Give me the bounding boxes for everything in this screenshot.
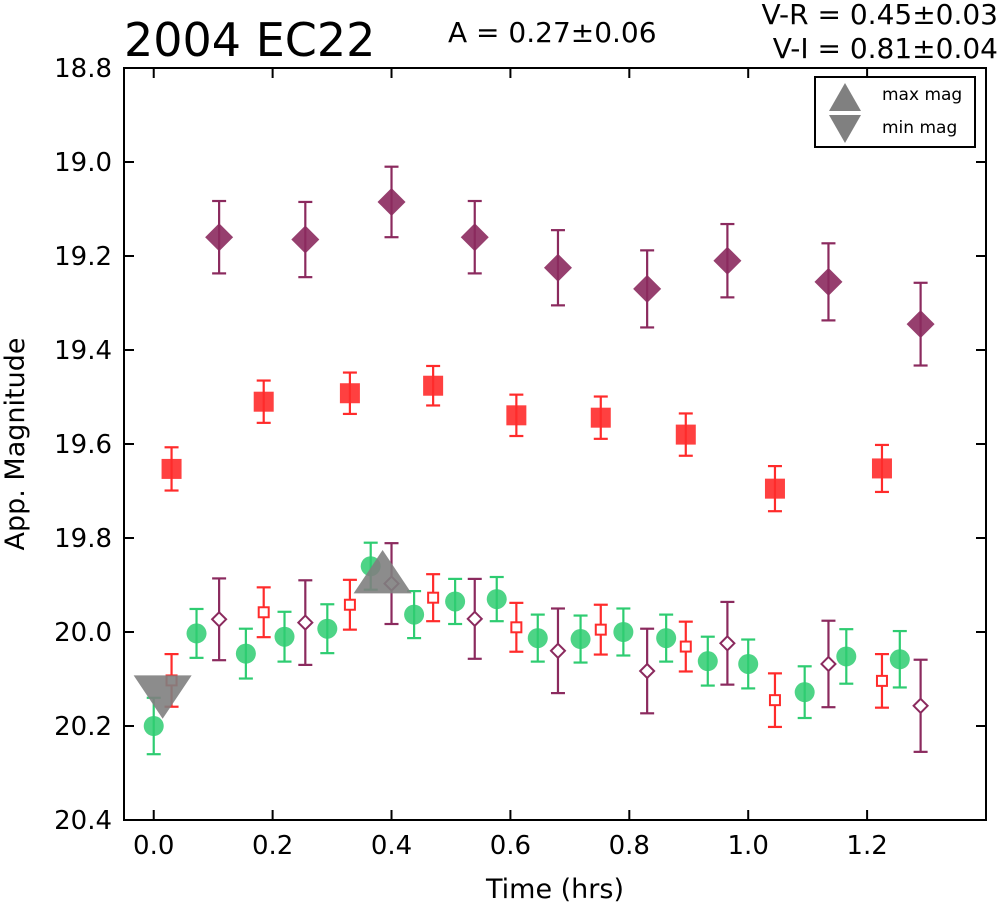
data-point <box>506 405 527 426</box>
data-point <box>291 225 320 254</box>
y-tick-label: 19.2 <box>54 242 112 272</box>
data-point <box>296 614 314 632</box>
v-i-annotation: V-I = 0.81±0.04 <box>773 32 998 65</box>
data-point <box>343 598 356 611</box>
data-point <box>906 310 935 339</box>
data-point <box>445 591 466 612</box>
max-mag-marker <box>353 549 412 594</box>
legend-min-marker-icon <box>829 115 861 143</box>
data-point <box>768 694 781 707</box>
data-point <box>713 246 742 275</box>
legend: max mag min mag <box>814 76 976 148</box>
data-point <box>427 591 440 604</box>
data-point <box>889 649 910 670</box>
data-point <box>871 458 892 479</box>
data-point <box>205 223 234 252</box>
x-tick-label: 0.4 <box>371 831 412 861</box>
amplitude-annotation: A = 0.27±0.06 <box>448 16 657 49</box>
data-point <box>186 623 207 644</box>
data-point <box>549 642 567 660</box>
data-point <box>675 424 696 445</box>
data-point <box>235 643 256 664</box>
plot-frame <box>123 67 987 821</box>
x-axis-label: Time (hrs) <box>485 874 624 904</box>
data-point <box>253 391 274 412</box>
data-point <box>738 653 759 674</box>
x-tick-label: 1.0 <box>728 831 769 861</box>
series-1 <box>161 364 892 513</box>
data-point <box>718 634 736 652</box>
legend-max-label: max mag <box>882 85 962 105</box>
data-point <box>510 621 523 634</box>
y-tick-label: 20.2 <box>54 712 112 742</box>
data-point <box>633 274 662 303</box>
data-point <box>466 610 484 628</box>
data-point <box>794 682 815 703</box>
data-point <box>257 606 270 619</box>
data-point <box>590 407 611 428</box>
data-point <box>836 646 857 667</box>
y-tick-label: 19.4 <box>54 336 112 366</box>
min-mag-marker <box>133 675 192 719</box>
data-point <box>543 253 572 282</box>
data-point <box>339 383 360 404</box>
data-point <box>527 628 548 649</box>
data-point <box>875 674 888 687</box>
y-tick-label: 18.8 <box>54 54 112 84</box>
data-point <box>377 187 406 216</box>
data-point <box>679 640 692 653</box>
axes: 0.0 0.2 0.4 0.6 0.8 1.0 1.2 18.8 19.0 19.2 19.4 19.… <box>54 54 986 861</box>
legend-max-marker-icon <box>829 83 861 111</box>
data-point <box>638 662 656 680</box>
x-tick-label: 1.2 <box>846 831 887 861</box>
y-tick-label: 19.0 <box>54 148 112 178</box>
data-point <box>656 628 677 649</box>
y-tick-label: 19.6 <box>54 430 112 460</box>
series-4 <box>210 542 930 753</box>
y-tick-label: 19.8 <box>54 524 112 554</box>
data-point <box>486 589 507 610</box>
series-0 <box>205 165 935 367</box>
x-tick-label: 0.8 <box>609 831 650 861</box>
data-point <box>697 651 718 672</box>
data-point <box>814 267 843 296</box>
legend-min-label: min mag <box>882 118 957 138</box>
data-point <box>210 610 228 628</box>
x-tick-label: 0.2 <box>252 831 293 861</box>
data-point <box>613 622 634 642</box>
data-point <box>423 375 444 396</box>
y-axis-label: App. Magnitude <box>0 338 31 551</box>
y-tick-label: 20.4 <box>54 806 112 836</box>
v-r-annotation: V-R = 0.45±0.03 <box>762 0 998 31</box>
data-point <box>460 223 489 252</box>
x-tick-label: 0.6 <box>490 831 531 861</box>
data-point <box>274 626 295 647</box>
data-point <box>161 458 182 479</box>
plot-area <box>133 165 935 756</box>
x-tick-label: 0.0 <box>133 831 174 861</box>
data-point <box>570 629 591 650</box>
y-tick-label: 20.0 <box>54 618 112 648</box>
chart-title: 2004 EC22 <box>124 13 375 67</box>
data-point <box>404 604 425 625</box>
data-point <box>764 478 785 499</box>
data-point <box>143 716 164 736</box>
data-point <box>912 697 930 715</box>
series-2 <box>143 541 910 756</box>
data-point <box>317 618 338 639</box>
data-point <box>594 623 607 636</box>
series-3 <box>164 573 889 729</box>
data-point <box>820 655 837 673</box>
